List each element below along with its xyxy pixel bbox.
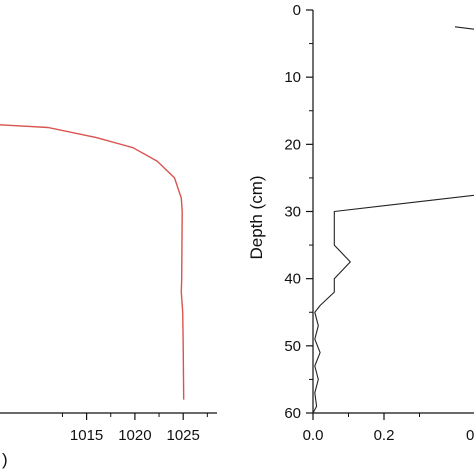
left-depth-profile-panel: 1015 1020 1025) [0,124,217,469]
right-x-tick-label: 0.2 [374,427,395,444]
right-y-tick-label: 0 [293,2,301,19]
left-x-axis-label: ) [2,450,8,469]
left-x-tick-label: 1020 [118,427,151,444]
right-y-tick-label: 50 [284,338,301,355]
right-y-tick-label: 60 [284,405,301,422]
right-series-line [312,194,474,414]
right-y-tick-label: 30 [284,204,301,221]
left-x-tick-label: 1015 [70,427,103,444]
right-x-tick-label: 0.0 [303,427,324,444]
left-series-line [0,124,185,400]
right-y-axis-label: Depth (cm) [247,175,266,259]
right-series-line [454,26,474,30]
right-y-tick-label: 40 [284,271,301,288]
right-y-tick-label: 20 [284,136,301,153]
right-y-tick-label: 10 [284,69,301,86]
right-x-tick-label-partial: 0 [466,427,474,444]
left-x-tick-label: 1025 [167,427,200,444]
right-depth-profile-panel: 0 10 20 30 40 50 600.0 0.2 0 Depth (cm) [247,2,474,444]
